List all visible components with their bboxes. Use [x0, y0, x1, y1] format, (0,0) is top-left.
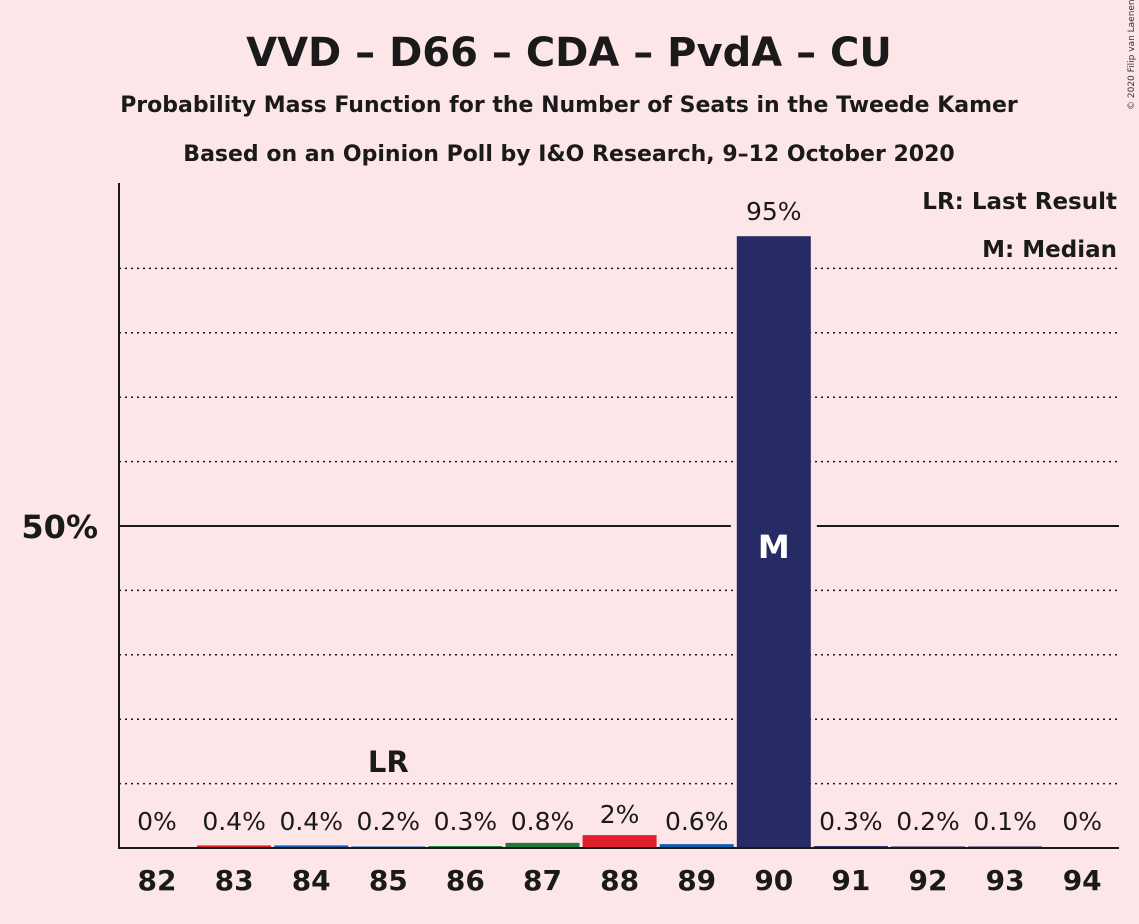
bar-88 — [582, 835, 657, 848]
bar-84 — [274, 845, 349, 848]
data-label-92: 0.2% — [896, 807, 960, 836]
copyright-text: © 2020 Filip van Laenen — [1127, 0, 1137, 110]
bar-87 — [505, 842, 580, 848]
x-tick-92: 92 — [909, 864, 948, 897]
legend-median: M: Median — [982, 237, 1117, 263]
data-label-82: 0% — [137, 807, 177, 836]
last-result-marker: LR — [368, 745, 409, 779]
data-label-87: 0.8% — [511, 807, 575, 836]
median-marker: M — [758, 528, 790, 566]
legend-last-result: LR: Last Result — [922, 189, 1117, 215]
x-tick-83: 83 — [215, 864, 254, 897]
data-labels-group: 0% 0.4% 0.4% 0.2% 0.3% 0.8% 2% 0.6% 95% 0.3% 0.2% 0… — [137, 197, 1102, 836]
bar-83 — [197, 845, 272, 848]
x-tick-89: 89 — [677, 864, 716, 897]
chart-title: VVD – D66 – CDA – PvdA – CU — [246, 30, 892, 76]
data-label-84: 0.4% — [279, 807, 343, 836]
x-tick-94: 94 — [1063, 864, 1102, 897]
data-label-83: 0.4% — [202, 807, 266, 836]
y-tick-50: 50% — [21, 508, 98, 546]
chart-source: Based on an Opinion Poll by I&O Research… — [183, 142, 954, 167]
data-label-91: 0.3% — [819, 807, 883, 836]
x-tick-88: 88 — [600, 864, 639, 897]
x-tick-85: 85 — [369, 864, 408, 897]
x-tick-91: 91 — [831, 864, 870, 897]
x-tick-93: 93 — [986, 864, 1025, 897]
data-label-85: 0.2% — [357, 807, 421, 836]
data-label-88: 2% — [600, 800, 640, 829]
data-label-89: 0.6% — [665, 807, 729, 836]
bar-90 — [736, 236, 811, 848]
bar-89 — [659, 844, 734, 848]
x-tick-90: 90 — [754, 864, 793, 897]
x-tick-87: 87 — [523, 864, 562, 897]
chart-subtitle: Probability Mass Function for the Number… — [120, 93, 1018, 118]
data-label-93: 0.1% — [973, 807, 1037, 836]
x-tick-86: 86 — [446, 864, 485, 897]
y-ticks-group: 50% — [21, 508, 98, 546]
data-label-94: 0% — [1062, 807, 1102, 836]
gridlines — [119, 267, 1119, 785]
x-tick-84: 84 — [292, 864, 331, 897]
bars-group — [197, 236, 1043, 848]
x-tick-82: 82 — [138, 864, 177, 897]
data-label-90: 95% — [746, 197, 802, 226]
x-ticks-group: 82 83 84 85 86 87 88 89 90 91 92 93 94 — [138, 864, 1102, 897]
data-label-86: 0.3% — [434, 807, 498, 836]
